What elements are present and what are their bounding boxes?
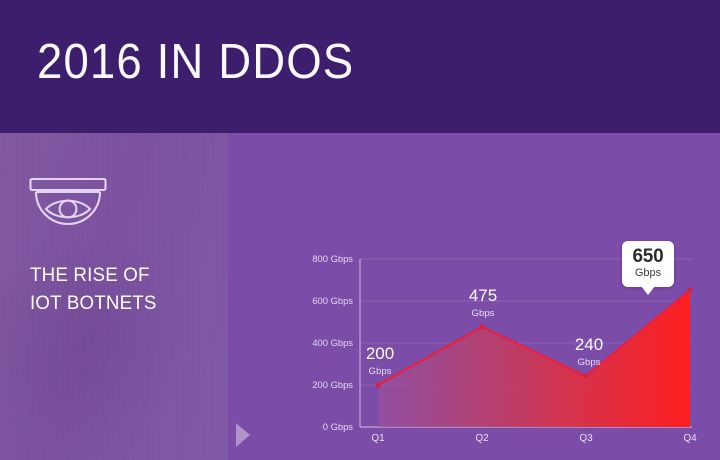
data-point-q1[interactable] bbox=[375, 382, 381, 388]
data-label-q1: 200 Gbps bbox=[366, 344, 394, 377]
x-tick-label: Q3 bbox=[579, 433, 593, 443]
dome-security-camera-icon bbox=[29, 177, 107, 226]
play-triangle-right-icon bbox=[236, 423, 250, 447]
left-headline: THE RISE OF IOT BOTNETS bbox=[30, 261, 212, 317]
header-banner: 2016 IN DDOS bbox=[0, 0, 720, 133]
data-point-q4[interactable] bbox=[687, 287, 693, 293]
data-label-q2: 475 Gbps bbox=[469, 286, 497, 319]
peak-value-callout[interactable]: 650 Gbps bbox=[622, 241, 674, 287]
chart-line bbox=[376, 288, 692, 387]
y-tick-label: 400 Gbps bbox=[312, 337, 353, 348]
chart-canvas: 800 Gbps 600 Gbps 400 Gbps 200 Gbps 0 Gb… bbox=[312, 253, 697, 443]
headline-line-2: IOT BOTNETS bbox=[30, 292, 157, 314]
callout-value: 650 bbox=[632, 246, 664, 267]
left-panel: THE RISE OF IOT BOTNETS bbox=[0, 133, 228, 460]
data-label-unit: Gbps bbox=[472, 308, 495, 319]
data-point-q3[interactable] bbox=[583, 373, 589, 379]
callout-unit: Gbps bbox=[634, 267, 662, 279]
data-label-q3: 240 Gbps bbox=[575, 335, 603, 368]
callout-pointer-icon bbox=[641, 286, 655, 295]
ddos-attack-size-area-chart: 800 Gbps 600 Gbps 400 Gbps 200 Gbps 0 Gb… bbox=[300, 238, 700, 443]
data-label-value: 240 bbox=[575, 335, 603, 354]
x-tick-label: Q4 bbox=[683, 433, 697, 443]
y-tick-label: 800 Gbps bbox=[312, 253, 353, 264]
y-tick-label: 600 Gbps bbox=[312, 295, 353, 306]
data-label-unit: Gbps bbox=[369, 366, 392, 377]
page-title: 2016 IN DDOS bbox=[37, 35, 355, 89]
y-tick-label: 200 Gbps bbox=[312, 379, 353, 390]
headline-line-1: THE RISE OF bbox=[30, 264, 150, 286]
x-tick-label: Q1 bbox=[371, 433, 385, 443]
x-tick-label: Q2 bbox=[475, 433, 489, 443]
data-label-value: 200 bbox=[366, 344, 394, 363]
x-axis-tick-labels: Q1 Q2 Q3 Q4 bbox=[371, 433, 697, 443]
data-label-unit: Gbps bbox=[578, 357, 601, 368]
y-axis-tick-labels: 800 Gbps 600 Gbps 400 Gbps 200 Gbps 0 Gb… bbox=[312, 253, 353, 432]
chart-area-fill bbox=[378, 290, 690, 427]
data-point-q2[interactable] bbox=[479, 324, 485, 330]
data-label-value: 475 bbox=[469, 286, 497, 305]
y-tick-label: 0 Gbps bbox=[323, 421, 354, 432]
